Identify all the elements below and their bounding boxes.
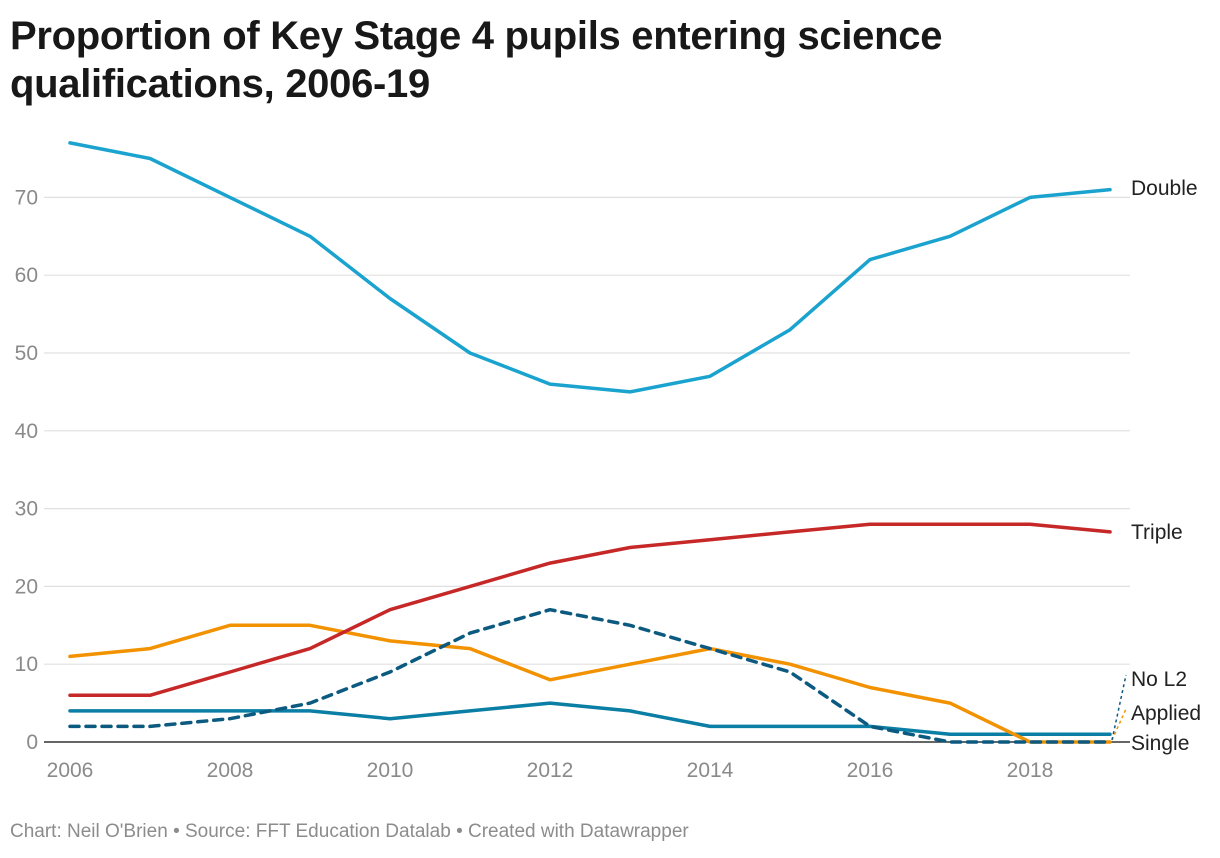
series-label-triple: Triple	[1131, 521, 1183, 544]
series-line-double	[68, 141, 1112, 394]
grid-lines	[44, 196, 1130, 743]
series-label-no-l2: No L2	[1131, 668, 1187, 691]
y-tick-label: 70	[15, 186, 38, 209]
series-line-no-l2	[68, 607, 1112, 744]
series-line-applied	[68, 623, 1112, 744]
y-tick-label: 0	[26, 731, 38, 754]
y-tick-label: 30	[15, 498, 38, 521]
y-tick-label: 60	[15, 264, 38, 287]
y-tick-label: 50	[15, 342, 38, 365]
y-tick-label: 10	[15, 653, 38, 676]
x-tick-label: 2012	[527, 759, 574, 782]
y-tick-label: 40	[15, 420, 38, 443]
x-tick-label: 2014	[687, 759, 734, 782]
series-line-triple	[68, 522, 1112, 698]
x-tick-label: 2006	[47, 759, 94, 782]
series-line-single	[68, 701, 1112, 736]
chart-footer: Chart: Neil O'Brien • Source: FFT Educat…	[10, 821, 689, 842]
series-labels: Single Applied No L2 Triple Double	[1111, 177, 1201, 755]
y-tick-label: 20	[15, 575, 38, 598]
series-label-applied: Applied	[1131, 702, 1201, 725]
label-leader-line	[1111, 674, 1127, 741]
x-tick-label: 2010	[367, 759, 414, 782]
x-tick-label: 2016	[847, 759, 894, 782]
series-lines	[68, 141, 1112, 744]
y-axis-ticks: 0 10 20 30 40 50 60 70	[15, 186, 38, 754]
chart-title: Proportion of Key Stage 4 pupils enterin…	[10, 14, 943, 106]
series-label-single: Single	[1131, 732, 1189, 755]
x-axis-ticks: 2006 2008 2010 2012 2014 2016 2018	[47, 759, 1054, 782]
x-tick-label: 2018	[1007, 759, 1054, 782]
series-label-double: Double	[1131, 177, 1198, 200]
label-leader-line	[1111, 708, 1127, 741]
x-tick-label: 2008	[207, 759, 254, 782]
